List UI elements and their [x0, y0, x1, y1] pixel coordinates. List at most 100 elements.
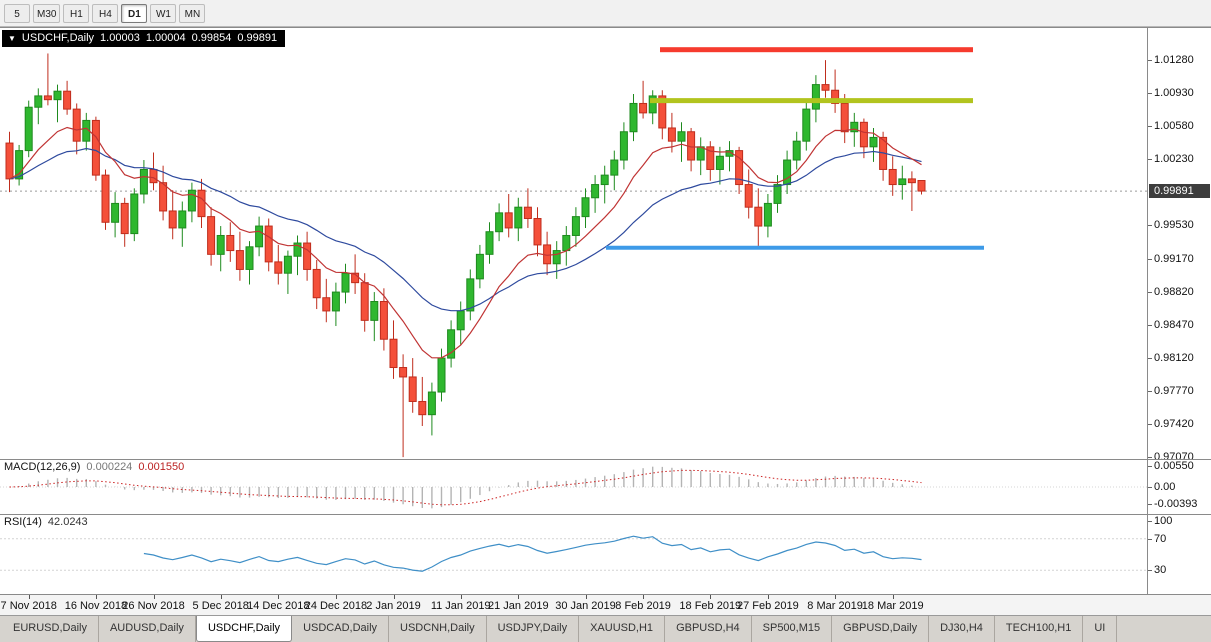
- tab-usdcnh-daily[interactable]: USDCNH,Daily: [389, 616, 487, 642]
- price-axis-tick: [1148, 457, 1152, 459]
- price-axis-label: 1.00930: [1154, 87, 1194, 100]
- date-axis-tick: [393, 595, 395, 599]
- candle: [24, 106, 33, 152]
- candle: [475, 253, 484, 280]
- macd-name: MACD(12,26,9): [4, 461, 81, 473]
- macd-axis-label: -0.00393: [1154, 498, 1198, 511]
- symbol-tabs: EURUSD,Daily AUDUSD,Daily USDCHF,Daily USDC…: [0, 615, 1211, 642]
- current-price-badge: 0.99891: [1149, 184, 1210, 199]
- date-axis-label: 18 Mar 2019: [861, 600, 924, 612]
- macd-axis-label: 0.00550: [1154, 460, 1194, 472]
- timeframe-button-h4[interactable]: H4: [92, 3, 119, 23]
- date-axis-label: 21 Jan 2019: [488, 600, 549, 612]
- candle: [648, 95, 657, 114]
- candle: [120, 202, 129, 235]
- price-axis-tick: [1148, 391, 1152, 393]
- price-axis-tick: [1148, 325, 1152, 327]
- candle: [581, 197, 590, 218]
- chart-open-value: 1.00003: [100, 32, 140, 44]
- candle: [744, 184, 753, 208]
- tab-eurusd-daily[interactable]: EURUSD,Daily: [2, 616, 99, 642]
- candle: [168, 210, 177, 229]
- date-axis-tick: [335, 595, 337, 599]
- date-axis-tick: [767, 595, 769, 599]
- tab-usdchf-daily[interactable]: USDCHF,Daily: [195, 616, 293, 642]
- tab-tech100-h1[interactable]: TECH100,H1: [995, 616, 1084, 642]
- rsi-axis-tick: [1148, 570, 1152, 572]
- timeframe-button-h1[interactable]: H1: [63, 3, 90, 23]
- candle: [735, 150, 744, 186]
- price-axis-label: 1.00230: [1154, 153, 1194, 166]
- candle: [111, 202, 120, 223]
- candle: [869, 136, 878, 148]
- candle: [72, 108, 81, 142]
- timeframe-button-mn[interactable]: MN: [179, 3, 206, 23]
- date-axis-tick: [95, 595, 97, 599]
- tab-usdjpy-daily[interactable]: USDJPY,Daily: [487, 616, 580, 642]
- candle: [255, 225, 264, 248]
- candle: [706, 146, 715, 170]
- candle: [552, 250, 561, 265]
- macd-label: MACD(12,26,9) 0.000224 0.001550: [4, 461, 184, 473]
- tab-dj30-h4[interactable]: DJ30,H4: [929, 616, 995, 642]
- date-axis-tick: [585, 595, 587, 599]
- candle: [639, 102, 648, 114]
- candle: [619, 131, 628, 161]
- rsi-line: [143, 535, 922, 572]
- tab-gbpusd-daily[interactable]: GBPUSD,Daily: [832, 616, 930, 642]
- timeframe-button-m30[interactable]: M30: [33, 3, 61, 23]
- candle: [303, 242, 312, 270]
- tab-ui[interactable]: UI: [1083, 616, 1118, 642]
- candle: [216, 234, 225, 255]
- date-axis-label: 7 Nov 2018: [0, 600, 57, 612]
- date-axis-tick: [220, 595, 222, 599]
- candle: [763, 202, 772, 227]
- chart-symbol-label: ▼ USDCHF,Daily 1.00003 1.00004 0.99854 0…: [2, 30, 286, 47]
- chart-high-value: 1.00004: [145, 32, 186, 44]
- chart-low-value: 0.99854: [191, 32, 232, 44]
- rsi-axis-label: 30: [1154, 564, 1167, 577]
- tab-sp500-m15[interactable]: SP500,M15: [752, 616, 833, 642]
- date-axis-tick: [518, 595, 520, 599]
- macd-histogram: [18, 466, 923, 509]
- candlestick-chart-svg[interactable]: [0, 28, 1147, 459]
- timeframe-button-w1[interactable]: W1: [150, 3, 177, 23]
- candle: [235, 250, 244, 270]
- candle: [15, 150, 24, 180]
- level-line-support: [606, 245, 984, 250]
- price-axis-label: 0.98120: [1154, 352, 1194, 365]
- tab-audusd-daily[interactable]: AUDUSD,Daily: [99, 616, 196, 642]
- candle: [888, 168, 897, 186]
- candle: [917, 180, 926, 192]
- tab-usdcad-daily[interactable]: USDCAD,Daily: [292, 616, 390, 642]
- candle: [456, 310, 465, 331]
- price-axis-label: 0.97070: [1154, 451, 1194, 459]
- chart-dropdown-icon[interactable]: ▼: [8, 33, 16, 43]
- macd-axis: 0.00550 0.00 -0.00393: [1148, 460, 1211, 514]
- macd-chart-svg[interactable]: [0, 460, 1147, 514]
- date-axis[interactable]: 7 Nov 2018 16 Nov 2018 26 Nov 2018 5 Dec 20…: [0, 594, 1211, 615]
- tab-gbpusd-h4[interactable]: GBPUSD,H4: [665, 616, 752, 642]
- date-axis-tick: [710, 595, 712, 599]
- macd-plot[interactable]: MACD(12,26,9) 0.000224 0.001550: [0, 460, 1148, 514]
- main-chart-plot[interactable]: ▼ USDCHF,Daily 1.00003 1.00004 0.99854 0…: [0, 28, 1148, 459]
- macd-axis-label: 0.00: [1154, 481, 1176, 493]
- macd-axis-tick: [1148, 504, 1152, 506]
- price-axis-label: 0.98470: [1154, 319, 1194, 332]
- candle: [341, 272, 350, 293]
- tab-xauusd-h1[interactable]: XAUUSD,H1: [579, 616, 666, 642]
- timeframe-button-5[interactable]: 5: [4, 3, 30, 23]
- candle: [370, 301, 379, 321]
- candle: [322, 297, 331, 312]
- timeframe-button-d1[interactable]: D1: [121, 3, 148, 23]
- rsi-plot[interactable]: RSI(14) 42.0243: [0, 515, 1148, 594]
- candle: [379, 301, 388, 340]
- rsi-axis-label: 70: [1154, 532, 1167, 545]
- rsi-chart-svg[interactable]: [0, 515, 1147, 594]
- date-axis-label: 30 Jan 2019: [555, 600, 616, 612]
- date-axis-label: 11 Jan 2019: [430, 600, 491, 612]
- price-axis-label: 1.00580: [1154, 120, 1194, 133]
- candle: [811, 84, 820, 110]
- main-price-axis[interactable]: 0.99891 1.01280 1.00930 1.00580 1.00230 0.99…: [1148, 28, 1211, 459]
- candle: [898, 178, 907, 186]
